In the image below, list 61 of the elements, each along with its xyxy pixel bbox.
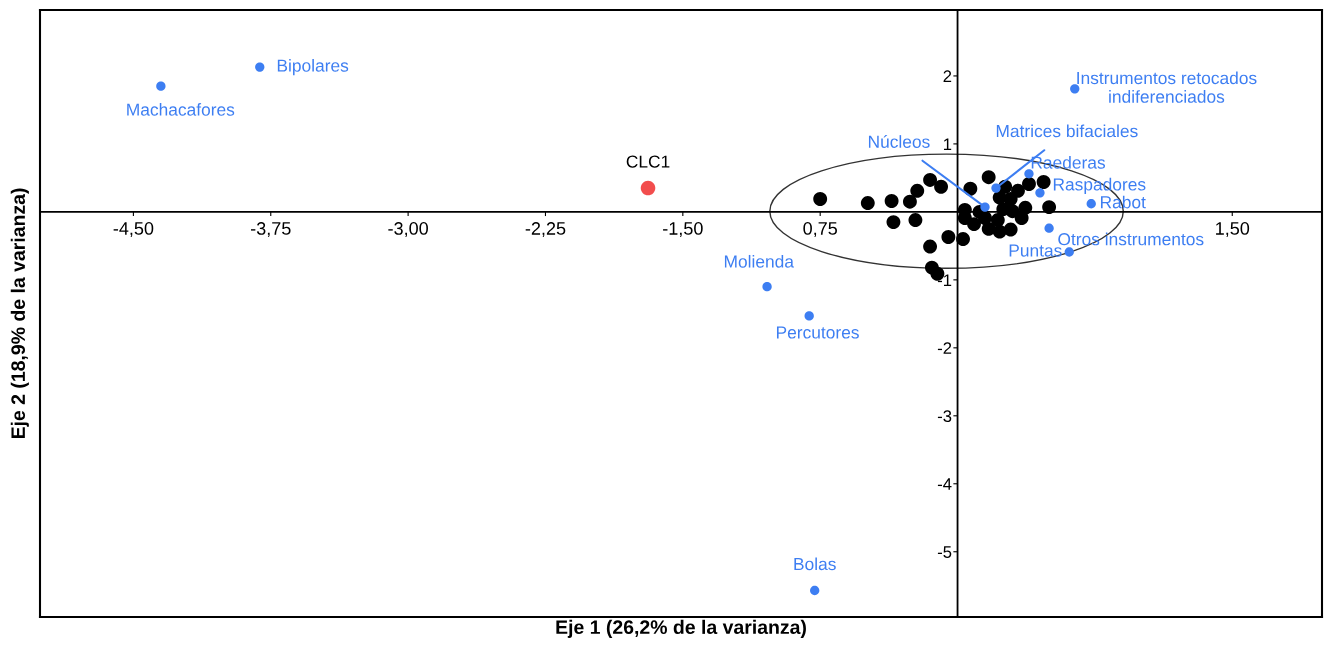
y-axis-title: Eje 2 (18,9% de la varianza) xyxy=(10,188,29,439)
annotation: Machacafores xyxy=(127,103,235,116)
y-tick-label: 1 xyxy=(943,138,952,150)
point xyxy=(1011,183,1025,198)
point xyxy=(884,194,899,208)
point xyxy=(1044,223,1054,233)
point xyxy=(886,215,901,230)
annotation: Bolas xyxy=(794,557,836,571)
point xyxy=(1022,177,1036,191)
point xyxy=(1003,222,1018,237)
point xyxy=(956,232,970,247)
point xyxy=(1086,199,1096,209)
point xyxy=(640,180,656,196)
y-tick-label: -2 xyxy=(937,342,952,354)
point xyxy=(1042,200,1057,215)
point xyxy=(813,192,828,206)
annotation: CLC1 xyxy=(626,155,670,168)
annotation: Instrumentos retocados indiferenciados xyxy=(1077,71,1257,103)
point xyxy=(923,172,938,187)
point xyxy=(923,239,938,254)
point xyxy=(1070,84,1080,94)
point xyxy=(810,585,820,596)
annotation: Bipolares xyxy=(277,59,349,76)
y-tick-label: 2 xyxy=(943,70,952,82)
x-tick-label: -3,00 xyxy=(388,222,428,237)
annotation: Otros instrumentos xyxy=(1058,232,1204,246)
point xyxy=(980,202,990,212)
y-tick-label: -3 xyxy=(937,410,952,422)
x-tick-label: 0,75 xyxy=(803,222,837,237)
point xyxy=(860,196,875,210)
point xyxy=(156,81,166,91)
y-tick-label: -1 xyxy=(937,274,952,286)
x-tick-label: -2,25 xyxy=(525,222,566,237)
x-tick-label: -3,75 xyxy=(250,222,291,237)
x-tick-label: -4,50 xyxy=(113,222,154,237)
annotation: Percutores xyxy=(776,326,859,339)
point xyxy=(941,230,956,244)
point xyxy=(1064,247,1074,257)
point xyxy=(967,217,981,232)
point xyxy=(255,62,265,72)
point xyxy=(1036,175,1051,189)
point xyxy=(910,183,925,198)
point xyxy=(1035,188,1045,198)
x-tick-label: 1,50 xyxy=(1216,222,1250,237)
point xyxy=(1024,169,1034,179)
point xyxy=(1014,211,1029,225)
point xyxy=(804,311,814,321)
annotation: Puntas xyxy=(1009,244,1062,257)
x-tick-label: -1,50 xyxy=(663,222,703,237)
annotation: Núcleos xyxy=(868,134,930,148)
y-tick-label: -5 xyxy=(937,546,952,558)
annotation: Molienda xyxy=(724,254,794,268)
point xyxy=(981,170,996,185)
point xyxy=(991,183,1001,193)
x-axis-title: Eje 1 (26,2% de la varianza) xyxy=(556,619,806,638)
point xyxy=(762,281,772,292)
y-tick-label: -4 xyxy=(937,478,952,490)
point xyxy=(934,179,949,194)
point xyxy=(902,194,917,209)
annotation: Matrices bifaciales xyxy=(996,124,1138,138)
point xyxy=(908,213,923,227)
